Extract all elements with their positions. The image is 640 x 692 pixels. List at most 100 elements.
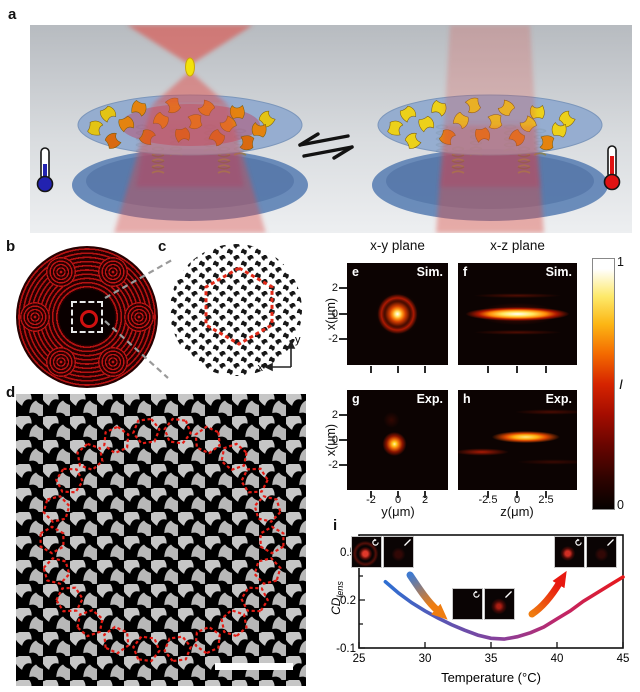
- axis-x-label: x: [258, 362, 264, 374]
- panel-label-i: i: [333, 517, 338, 534]
- ytick: -2: [328, 333, 338, 345]
- tick-mark: [339, 287, 347, 289]
- xtick: 40: [551, 653, 564, 665]
- inset-mid-circular: [452, 588, 483, 620]
- panel-label-a: a: [8, 6, 17, 23]
- inset-low-linear: [383, 536, 414, 568]
- scene-hot-defocused: [372, 25, 621, 233]
- colorbar-min: 0: [617, 498, 624, 512]
- xtick: -2.5: [478, 494, 498, 506]
- zoom-region-box: [71, 301, 103, 333]
- heatmap-sim-xy: e Sim.: [347, 263, 448, 365]
- colorbar: [592, 258, 615, 510]
- cd-curve: [383, 575, 625, 641]
- inset-mid-linear: [484, 588, 515, 620]
- xtick: 45: [617, 653, 630, 665]
- focal-intensity-maps: x-y plane x-z plane e Sim. f Sim. g Exp.…: [324, 238, 640, 530]
- ytick: 0.2: [340, 595, 356, 607]
- y-axis-label: x(μm): [324, 423, 338, 457]
- xy-axes-icon: [264, 340, 296, 372]
- lens-boundary-hexagon: [240, 467, 269, 494]
- side-lobe: [98, 347, 128, 377]
- scene-cold-focused: [36, 25, 308, 233]
- inset-high-circular: [554, 536, 585, 568]
- hexagon-highlight: [204, 266, 274, 346]
- beam-column-lower: [436, 125, 544, 233]
- linear-polarization-icon: [404, 539, 411, 546]
- ytick: -2: [328, 459, 338, 471]
- lens-boundary-hexagon: [163, 417, 192, 445]
- lens-boundary-hexagon: [76, 608, 104, 638]
- y-axis-label: CDlens: [330, 581, 345, 615]
- nanostructure-array: [170, 244, 302, 376]
- x-axis-label: Temperature (°C): [441, 670, 541, 685]
- tick-mark: [370, 491, 372, 498]
- tick-mark: [487, 491, 489, 498]
- xtick: 0: [394, 494, 402, 506]
- colorbar-label: I: [619, 376, 623, 392]
- lens-boundary-hexagon: [253, 495, 282, 523]
- cd-vs-temperature-plot: 25 30 35 40 45 0.5 0.2 -0.1 Temperature …: [329, 518, 640, 692]
- transition-arrow-heating: [528, 570, 567, 618]
- panel-label-d: d: [6, 384, 16, 401]
- x-axis-label-xy: y(μm): [381, 504, 415, 519]
- ytick: 0: [331, 308, 338, 320]
- heatmap-exp-xz: h Exp.: [458, 390, 577, 490]
- panel-label-h: h: [463, 392, 471, 406]
- panel-b-metalens-layout: [16, 246, 158, 388]
- tick-mark: [516, 366, 518, 373]
- lens-boundary-hexagon: [194, 425, 221, 455]
- panel-label-e: e: [352, 265, 359, 279]
- inset-low-circular: [351, 536, 382, 568]
- lens-ring-highlight: [39, 417, 285, 663]
- equilibrium-arrows-icon: [298, 132, 354, 160]
- diverging-beam-cone: [152, 71, 228, 105]
- colorbar-max: 1: [617, 255, 624, 269]
- side-lobe: [124, 302, 154, 332]
- tick-mark: [339, 439, 347, 441]
- side-lobe: [46, 347, 76, 377]
- tick-mark: [339, 414, 347, 416]
- lens-center: [59, 289, 115, 345]
- panel-label-b: b: [6, 238, 16, 255]
- side-lobe: [98, 257, 128, 287]
- lens-boundary-hexagon: [42, 557, 71, 585]
- column-title-xz: x-z plane: [490, 238, 545, 253]
- xtick: 2: [421, 494, 429, 506]
- circular-polarization-icon: [372, 538, 379, 546]
- axis-y-label: y: [295, 334, 301, 346]
- linear-polarization-icon: [607, 539, 614, 546]
- thermometer-hot-icon: [603, 145, 621, 191]
- circular-polarization-icon: [473, 590, 480, 598]
- beam-column: [114, 105, 266, 233]
- tick-mark: [397, 366, 399, 373]
- side-lobe: [20, 302, 50, 332]
- panel-d-sem-image: [16, 394, 306, 686]
- tick-mark: [545, 366, 547, 373]
- heatmap-exp-xy: g Exp.: [347, 390, 448, 490]
- heatmap-sim-xz: f Sim.: [458, 263, 577, 365]
- tick-mark: [370, 366, 372, 373]
- thermometer-cold-icon: [36, 147, 54, 193]
- xtick: 2.5: [538, 494, 554, 506]
- lens-boundary-hexagon: [132, 417, 161, 445]
- ytick: -0.1: [336, 643, 356, 655]
- lens-boundary-hexagon: [39, 525, 65, 555]
- lens-boundary-hexagon: [55, 467, 84, 494]
- panel-label-f: f: [463, 265, 468, 279]
- xtick: -2: [366, 494, 376, 506]
- xtick: 35: [485, 653, 498, 665]
- lens-boundary-hexagon: [253, 557, 282, 585]
- zoom-connector-lines: [104, 259, 173, 379]
- side-lobe: [46, 257, 76, 287]
- inset-high-linear: [586, 536, 617, 568]
- panel-a-illustration: [30, 25, 632, 233]
- tick-mark: [339, 313, 347, 315]
- panel-c-unit-cell-zoom: y x: [170, 244, 302, 376]
- converging-beam-cone: [127, 25, 253, 65]
- lens-boundary-hexagon: [42, 495, 71, 523]
- tick-mark: [424, 366, 426, 373]
- sim-tag: Sim.: [545, 265, 572, 279]
- tick-mark: [516, 491, 518, 498]
